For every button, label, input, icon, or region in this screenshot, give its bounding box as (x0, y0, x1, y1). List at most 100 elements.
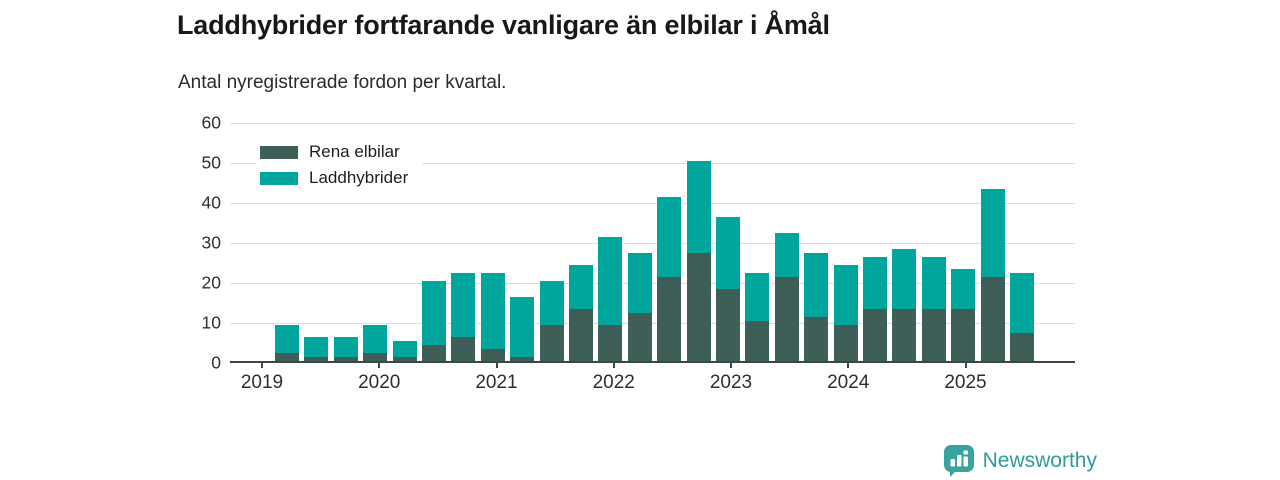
legend-item-laddhybrider: Laddhybrider (260, 165, 408, 191)
bar-stack (539, 281, 564, 361)
bar-segment-laddhybrider (304, 337, 329, 357)
bar-segment-laddhybrider (833, 265, 858, 325)
legend-label: Rena elbilar (309, 142, 400, 161)
bar-segment-laddhybrider (627, 253, 652, 313)
y-tick-label: 50 (201, 152, 221, 173)
x-tick-label: 2020 (358, 372, 401, 393)
bar-stack (333, 337, 358, 361)
x-tick-mark (495, 363, 498, 368)
bar-stack (363, 325, 388, 361)
gridline (230, 323, 1075, 324)
bar-stack (1010, 273, 1034, 361)
legend-swatch-laddhybrider (260, 171, 298, 185)
bar-segment-laddhybrider (804, 253, 829, 317)
y-tick-label: 0 (211, 352, 221, 373)
bar-segment-rena-elbilar (686, 253, 711, 361)
bar-stack (275, 325, 299, 361)
bar-stack (833, 265, 858, 361)
bar-stack (686, 161, 711, 361)
x-tick-mark (378, 363, 381, 368)
bar-segment-rena-elbilar (333, 357, 358, 361)
bar-segment-rena-elbilar (510, 357, 535, 361)
x-tick-label: 2023 (709, 372, 753, 393)
bar-segment-rena-elbilar (569, 309, 593, 361)
legend: Rena elbilar Laddhybrider (256, 135, 423, 197)
legend-swatch-rena-elbilar (260, 145, 298, 159)
x-tick-label: 2025 (944, 372, 987, 393)
bar-segment-laddhybrider (774, 233, 799, 277)
bar-stack (451, 273, 476, 361)
bar-segment-laddhybrider (363, 325, 388, 353)
bar-stack (510, 297, 535, 361)
bar-segment-rena-elbilar (392, 357, 417, 361)
bar-stack (892, 249, 917, 361)
bar-segment-laddhybrider (275, 325, 299, 353)
bar-segment-rena-elbilar (951, 309, 976, 361)
brand-link[interactable]: Newsworthy (943, 444, 1097, 477)
bar-segment-rena-elbilar (363, 353, 388, 361)
bar-segment-rena-elbilar (480, 349, 505, 361)
x-tick-mark (847, 363, 850, 368)
bar-segment-laddhybrider (392, 341, 417, 357)
bar-segment-rena-elbilar (716, 289, 740, 361)
x-tick-mark (964, 363, 967, 368)
bar-segment-laddhybrider (951, 269, 976, 309)
bar-segment-rena-elbilar (451, 337, 476, 361)
bar-segment-rena-elbilar (422, 345, 446, 361)
bar-segment-rena-elbilar (804, 317, 829, 361)
bar-segment-rena-elbilar (1010, 333, 1034, 361)
bar-segment-laddhybrider (569, 265, 593, 309)
bar-stack (422, 281, 446, 361)
bar-segment-rena-elbilar (863, 309, 887, 361)
bar-segment-laddhybrider (1010, 273, 1034, 333)
bar-stack (627, 253, 652, 361)
gridline (230, 283, 1075, 284)
x-tick-label: 2019 (240, 372, 284, 393)
bar-segment-rena-elbilar (598, 325, 623, 361)
bar-segment-laddhybrider (451, 273, 476, 337)
bar-stack (569, 265, 593, 361)
gridline (230, 123, 1075, 124)
bar-stack (804, 253, 829, 361)
bar-segment-rena-elbilar (774, 277, 799, 361)
y-tick-label: 60 (201, 112, 221, 133)
bar-segment-rena-elbilar (892, 309, 917, 361)
bar-segment-rena-elbilar (627, 313, 652, 361)
x-tick-mark (261, 363, 263, 368)
bar-stack (392, 341, 417, 361)
bar-segment-rena-elbilar (539, 325, 564, 361)
bar-segment-rena-elbilar (980, 277, 1005, 361)
bar-segment-laddhybrider (716, 217, 740, 289)
x-tick-mark (730, 363, 732, 368)
bar-segment-laddhybrider (745, 273, 770, 321)
bar-segment-laddhybrider (480, 273, 505, 349)
bar-segment-laddhybrider (657, 197, 682, 277)
bar-stack (980, 189, 1005, 361)
legend-label: Laddhybrider (309, 168, 409, 187)
y-tick-label: 10 (201, 312, 221, 333)
bar-segment-laddhybrider (980, 189, 1005, 277)
bar-stack (598, 237, 623, 361)
bar-stack (745, 273, 770, 361)
bar-segment-laddhybrider (892, 249, 917, 309)
y-tick-label: 30 (201, 232, 221, 253)
bar-segment-rena-elbilar (921, 309, 946, 361)
bar-stack (921, 257, 946, 361)
newsworthy-logo-icon (943, 444, 975, 477)
y-tick-label: 20 (201, 272, 221, 293)
x-tick-mark (612, 363, 615, 368)
bar-segment-laddhybrider (333, 337, 358, 357)
bar-segment-laddhybrider (863, 257, 887, 309)
bar-segment-laddhybrider (510, 297, 535, 357)
gridline (230, 163, 1075, 164)
chart-subtitle: Antal nyregistrerade fordon per kvartal. (178, 72, 507, 93)
bar-stack (951, 269, 976, 361)
bar-segment-rena-elbilar (275, 353, 299, 361)
y-tick-label: 40 (201, 192, 221, 213)
bar-stack (863, 257, 887, 361)
bar-segment-laddhybrider (422, 281, 446, 345)
x-tick-label: 2022 (592, 372, 635, 393)
bar-stack (304, 337, 329, 361)
bar-stack (774, 233, 799, 361)
